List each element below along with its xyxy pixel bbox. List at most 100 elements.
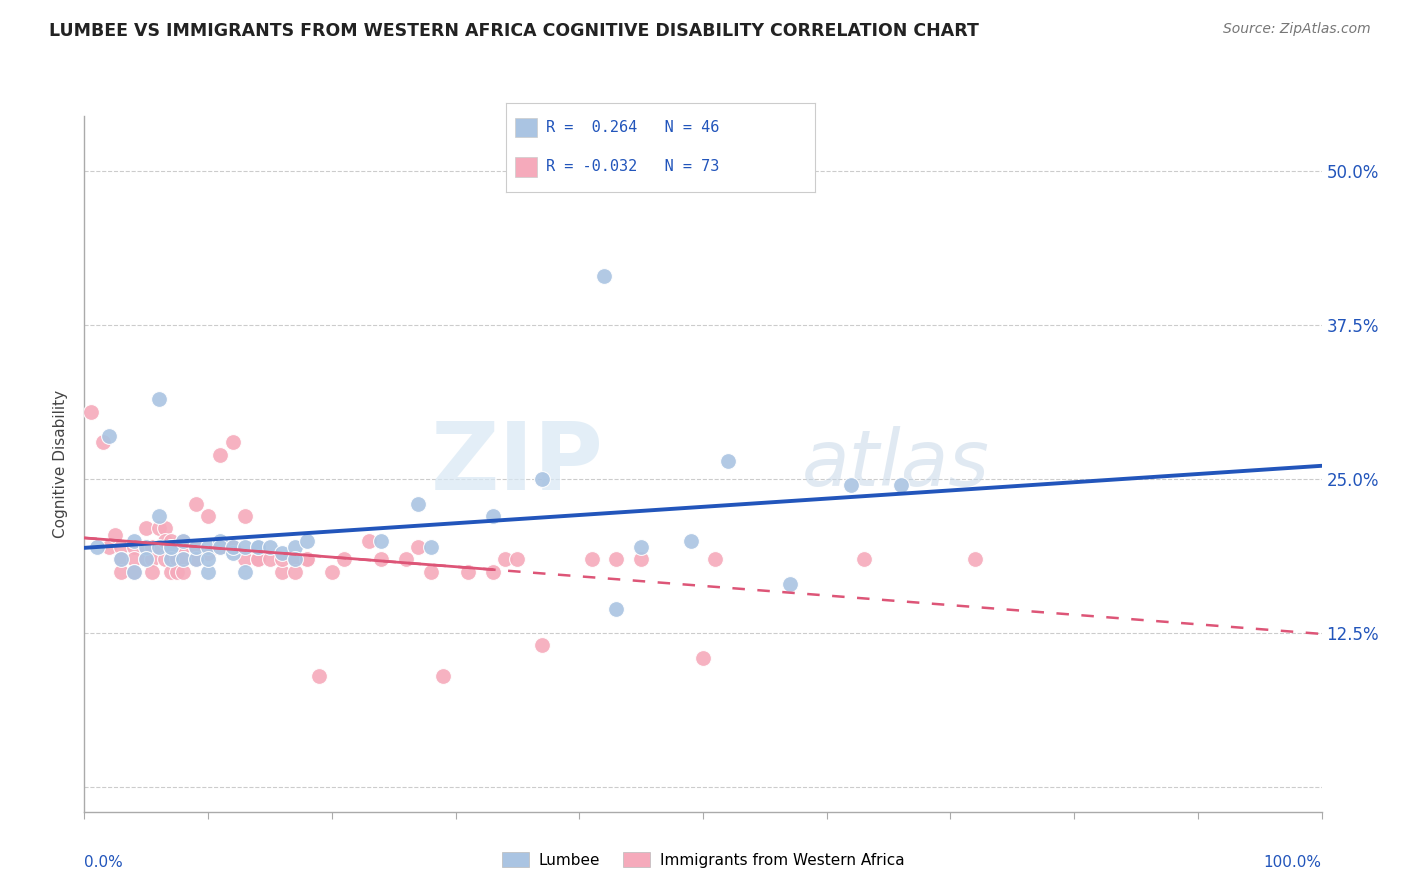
Point (581, 552, 603, 566)
Text: LUMBEE VS IMMIGRANTS FROM WESTERN AFRICA COGNITIVE DISABILITY CORRELATION CHART: LUMBEE VS IMMIGRANTS FROM WESTERN AFRICA… (49, 22, 979, 40)
Point (153, 552, 176, 566)
Point (233, 552, 256, 566)
Point (494, 552, 516, 566)
Point (153, 533, 176, 548)
Point (333, 552, 356, 566)
Point (841, 478, 863, 492)
Point (284, 540, 307, 554)
Point (184, 552, 207, 566)
Point (222, 540, 245, 554)
Text: R =  0.264   N = 46: R = 0.264 N = 46 (547, 120, 720, 135)
Point (122, 565, 145, 579)
Point (419, 565, 441, 579)
Point (295, 533, 318, 548)
Point (408, 497, 430, 511)
Text: ZIP: ZIP (432, 417, 605, 510)
Point (110, 552, 132, 566)
Point (233, 540, 256, 554)
Point (370, 533, 392, 548)
Point (506, 552, 529, 566)
Point (419, 540, 441, 554)
Point (135, 552, 157, 566)
Point (98, 540, 121, 554)
Point (110, 552, 132, 566)
Point (122, 533, 145, 548)
Point (209, 540, 232, 554)
Point (166, 565, 188, 579)
Point (135, 540, 157, 554)
Point (271, 552, 294, 566)
Point (408, 540, 430, 554)
Point (148, 392, 170, 407)
Point (531, 639, 554, 653)
Point (222, 435, 245, 450)
Point (160, 533, 183, 548)
Point (531, 472, 554, 486)
Point (605, 552, 627, 566)
Point (160, 540, 183, 554)
Point (135, 521, 157, 535)
Point (222, 540, 245, 554)
Point (141, 552, 163, 566)
Point (605, 601, 627, 615)
Point (295, 552, 318, 566)
Point (86, 540, 108, 554)
Point (172, 540, 194, 554)
Text: Source: ZipAtlas.com: Source: ZipAtlas.com (1223, 22, 1371, 37)
Point (197, 509, 219, 524)
Point (890, 478, 912, 492)
Point (172, 533, 194, 548)
Point (160, 552, 183, 566)
Point (457, 565, 479, 579)
Point (197, 552, 219, 566)
Text: atlas: atlas (801, 425, 990, 502)
Point (209, 540, 232, 554)
Point (246, 552, 269, 566)
Point (160, 540, 183, 554)
Point (308, 669, 330, 683)
Point (184, 540, 207, 554)
Y-axis label: Cognitive Disability: Cognitive Disability (53, 390, 69, 538)
Legend: Lumbee, Immigrants from Western Africa: Lumbee, Immigrants from Western Africa (496, 846, 910, 873)
Point (166, 540, 188, 554)
Point (284, 565, 307, 579)
Point (593, 268, 616, 283)
Point (370, 552, 392, 566)
Point (481, 509, 503, 524)
Text: 100.0%: 100.0% (1264, 855, 1322, 870)
Point (153, 521, 176, 535)
Point (166, 552, 188, 566)
Point (246, 540, 269, 554)
Point (172, 565, 194, 579)
Point (630, 552, 652, 566)
Point (271, 565, 294, 579)
Point (122, 552, 145, 566)
Bar (516, 157, 537, 177)
Point (259, 540, 281, 554)
Point (965, 552, 987, 566)
Point (209, 448, 232, 462)
Point (141, 540, 163, 554)
Point (184, 540, 207, 554)
Point (197, 540, 219, 554)
Point (110, 565, 132, 579)
Point (432, 669, 454, 683)
Point (779, 577, 801, 591)
Point (222, 546, 245, 560)
Point (98, 429, 121, 443)
Point (692, 650, 714, 665)
Point (271, 546, 294, 560)
Point (259, 552, 281, 566)
Point (172, 552, 194, 566)
Point (110, 540, 132, 554)
Point (357, 533, 380, 548)
Point (184, 497, 207, 511)
Point (481, 565, 503, 579)
Point (321, 565, 343, 579)
Point (91, 435, 114, 450)
Point (148, 521, 170, 535)
Point (79, 404, 101, 418)
Point (630, 540, 652, 554)
Point (172, 533, 194, 548)
Point (233, 565, 256, 579)
